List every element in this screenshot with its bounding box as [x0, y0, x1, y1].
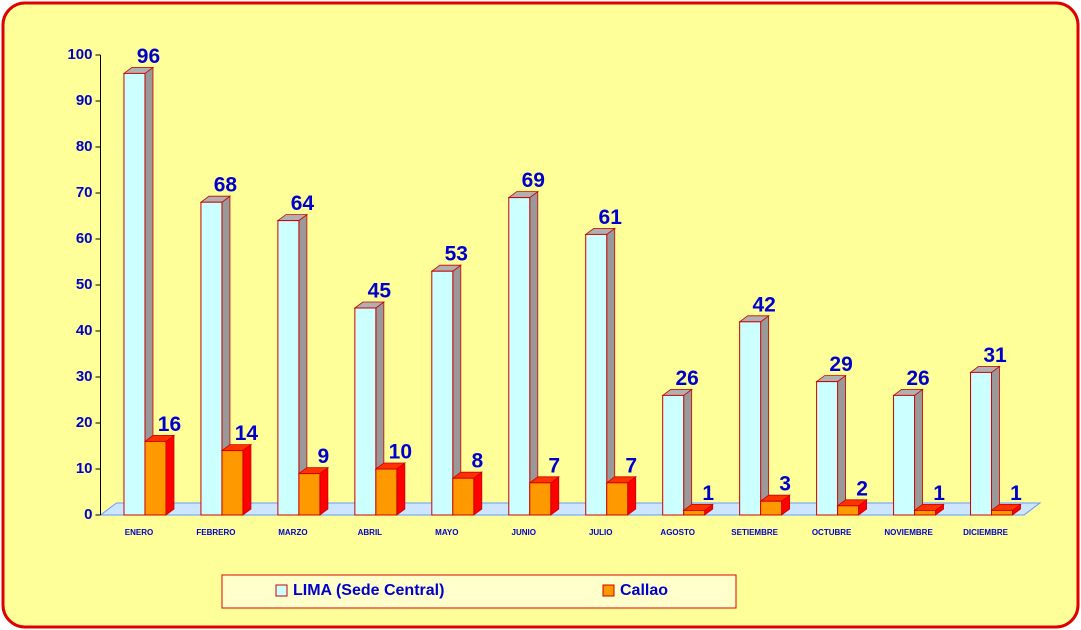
data-label: 96: [137, 45, 160, 68]
data-label: 3: [779, 473, 791, 496]
bar: [221, 450, 244, 516]
legend-swatch: [602, 584, 615, 597]
bar: [662, 394, 685, 516]
bar-side: [550, 475, 560, 516]
bar: [914, 509, 937, 516]
x-tick-label: ABRIL: [358, 528, 383, 537]
bar: [375, 468, 398, 516]
x-tick-label: FEBRERO: [196, 528, 235, 537]
bar-side: [529, 190, 539, 516]
data-label: 61: [599, 206, 623, 229]
x-tick-label: SETIEMBRE: [731, 528, 778, 537]
data-label: 45: [368, 280, 392, 303]
x-tick-label: NOVIEMBRE: [884, 528, 933, 537]
data-label: 1: [933, 482, 945, 505]
bar-side: [914, 388, 923, 516]
x-tick-label: AGOSTO: [660, 528, 695, 537]
data-label: 29: [829, 353, 852, 376]
data-label: 26: [906, 367, 929, 390]
data-label: 8: [471, 450, 483, 473]
x-tick-label: JUNIO: [512, 528, 536, 537]
data-label: 53: [445, 243, 468, 266]
bar: [837, 505, 860, 516]
data-label: 9: [318, 445, 330, 468]
bar-side: [473, 471, 483, 516]
data-label: 69: [522, 169, 545, 192]
bar-side: [760, 314, 770, 516]
data-label: 1: [702, 482, 714, 505]
data-label: 16: [158, 413, 181, 436]
bar: [298, 473, 321, 516]
data-label: 68: [214, 174, 238, 197]
bar: [585, 233, 608, 516]
bar-side: [319, 466, 329, 516]
y-tick-label: 50: [76, 276, 93, 293]
bar: [277, 220, 300, 516]
data-label: 26: [676, 367, 699, 390]
y-tick-label: 10: [76, 460, 93, 477]
bar: [816, 381, 839, 516]
bar: [991, 509, 1014, 516]
bar-side: [242, 443, 252, 516]
bar: [200, 201, 223, 516]
data-label: 42: [752, 293, 775, 316]
floor: [99, 502, 1042, 516]
bar-side: [627, 475, 637, 516]
y-tick-label: 40: [76, 322, 93, 339]
x-tick-label: MAYO: [435, 528, 458, 537]
y-tick-label: 90: [76, 92, 93, 109]
data-label: 64: [291, 192, 315, 215]
data-label: 1: [1010, 482, 1022, 505]
bar-side: [991, 365, 1000, 516]
y-tick-label: 0: [84, 506, 92, 523]
x-tick-label: MARZO: [278, 528, 307, 537]
bar: [431, 270, 454, 516]
legend-swatch: [275, 584, 288, 597]
bar-side: [396, 462, 406, 516]
bar: [144, 440, 167, 516]
bar-side: [606, 227, 616, 516]
y-tick-label: 30: [76, 368, 93, 385]
y-tick-label: 70: [76, 184, 93, 201]
y-tick-label: 20: [76, 414, 93, 431]
bar: [760, 500, 783, 516]
data-label: 14: [235, 422, 259, 445]
bar-side: [165, 434, 175, 516]
bar: [893, 394, 916, 516]
x-tick-label: JULIO: [589, 528, 613, 537]
x-tick-label: DICIEMBRE: [963, 528, 1009, 537]
legend-label: Callao: [620, 582, 668, 599]
bar: [452, 477, 475, 516]
bar: [970, 371, 993, 516]
bar-side: [837, 374, 847, 516]
data-label: 31: [983, 344, 1007, 367]
x-tick-label: ENERO: [125, 528, 153, 537]
bar: [123, 72, 146, 516]
data-label: 7: [625, 454, 637, 477]
y-tick-label: 80: [76, 138, 93, 155]
bar: [529, 482, 552, 516]
bar-side: [683, 388, 693, 516]
data-label: 7: [548, 454, 560, 477]
x-tick-label: OCTUBRE: [812, 528, 852, 537]
legend-label: LIMA (Sede Central): [293, 582, 444, 599]
y-tick-label: 60: [76, 230, 93, 247]
y-tick-label: 100: [67, 46, 92, 63]
bar: [683, 509, 706, 516]
bar: [354, 307, 377, 516]
bar: [606, 482, 629, 516]
bar: [508, 197, 531, 516]
bar: [739, 321, 762, 516]
legend-box: [221, 574, 737, 609]
data-label: 2: [856, 477, 868, 500]
data-label: 10: [389, 441, 412, 464]
